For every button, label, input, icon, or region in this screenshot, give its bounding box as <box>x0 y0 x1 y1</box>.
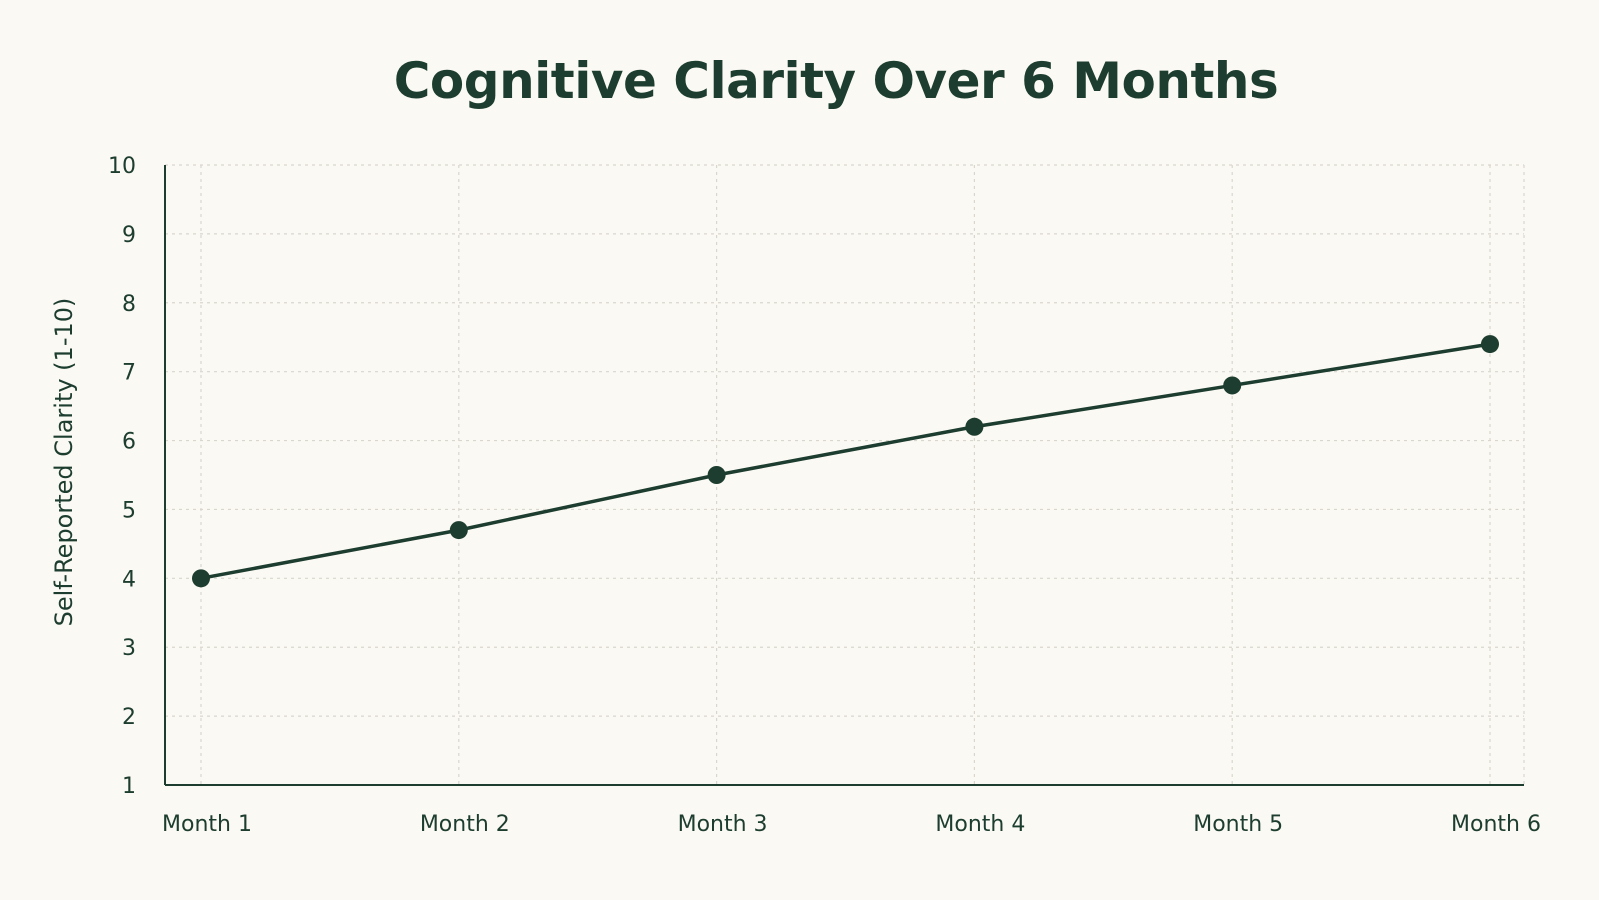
y-axis-label: Self-Reported Clarity (1-10) <box>50 298 78 627</box>
y-tick-label: 8 <box>122 292 136 317</box>
data-point <box>1223 376 1242 395</box>
y-tick-label: 5 <box>122 498 136 523</box>
y-tick-label: 1 <box>122 774 136 799</box>
series-line <box>199 342 1492 581</box>
y-tick-label: 10 <box>108 154 136 179</box>
chart-title: Cognitive Clarity Over 6 Months <box>393 52 1279 110</box>
axes <box>164 165 1524 786</box>
data-point <box>192 569 210 588</box>
x-tick-label: Month 3 <box>678 812 768 837</box>
x-tick-label: Month 6 <box>1451 812 1541 837</box>
y-tick-label: 9 <box>122 223 136 248</box>
y-tick-label: 6 <box>122 430 136 455</box>
y-tick-label: 7 <box>122 361 136 386</box>
series <box>192 335 1499 588</box>
data-point <box>707 466 726 484</box>
y-tick-label: 2 <box>122 705 136 730</box>
x-tick-label: Month 4 <box>935 812 1025 837</box>
x-tick-label: Month 2 <box>420 812 510 837</box>
tick-labels: 1 2 3 4 5 6 7 8 9 10 Month 1 Month 2 Month 3 Month 4 M… <box>108 154 1541 837</box>
data-point <box>449 521 468 540</box>
y-tick-label: 4 <box>122 567 136 592</box>
y-tick-label: 3 <box>122 636 136 661</box>
data-point <box>1481 335 1499 354</box>
data-point <box>965 417 984 436</box>
x-tick-label: Month 5 <box>1193 812 1283 837</box>
grid-lines <box>165 164 1525 785</box>
x-tick-label: Month 1 <box>162 812 252 837</box>
